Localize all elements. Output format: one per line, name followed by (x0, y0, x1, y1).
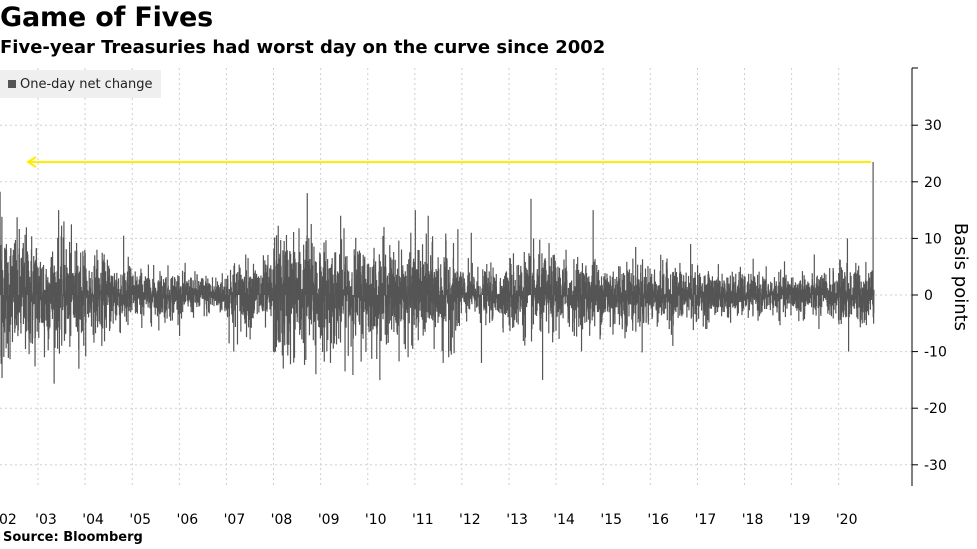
y-tick-label: 0 (924, 288, 933, 304)
annotation-arrow-head (26, 156, 37, 168)
x-tick-label: '07 (224, 512, 246, 528)
x-tick-label: '09 (318, 512, 340, 528)
x-tick-label: '03 (35, 512, 57, 528)
x-tick-label: '08 (271, 512, 293, 528)
x-tick-label: '02 (0, 512, 17, 528)
x-tick-label: '14 (553, 512, 575, 528)
y-tick-label: 30 (924, 118, 942, 134)
x-tick-label: '20 (836, 512, 858, 528)
chart-title: Game of Fives (0, 2, 214, 33)
y-tick-label: -10 (924, 345, 947, 361)
chart-subtitle: Five-year Treasuries had worst day on th… (0, 37, 606, 58)
x-tick-label: '15 (600, 512, 622, 528)
x-tick-label: '18 (742, 512, 764, 528)
y-tick-label: -20 (924, 401, 947, 417)
x-tick-label: '05 (129, 512, 151, 528)
x-tick-label: '19 (789, 512, 811, 528)
y-tick-label: 10 (924, 231, 942, 247)
source-note: Source: Bloomberg (3, 530, 143, 545)
y-tick-label: -30 (924, 458, 947, 474)
y-tick-label: 20 (924, 175, 942, 191)
legend-swatch (8, 80, 16, 88)
x-tick-label: '06 (176, 512, 198, 528)
legend-label: One-day net change (20, 76, 153, 92)
bar-series (0, 161, 875, 384)
axes: 30 20 10 0 -10 -20 -30 '02 '03 '04 '05 '06 '07 '08 '09… (0, 67, 971, 528)
annotation-arrow (26, 156, 872, 168)
x-tick-label: '16 (647, 512, 669, 528)
y-axis-title: Basis points (950, 223, 971, 331)
x-tick-label: '17 (695, 512, 717, 528)
x-tick-label: '10 (365, 512, 387, 528)
x-tick-label: '13 (506, 512, 528, 528)
x-tick-label: '11 (412, 512, 434, 528)
x-tick-label: '12 (459, 512, 481, 528)
x-tick-label: '04 (82, 512, 104, 528)
legend: One-day net change (0, 70, 161, 98)
